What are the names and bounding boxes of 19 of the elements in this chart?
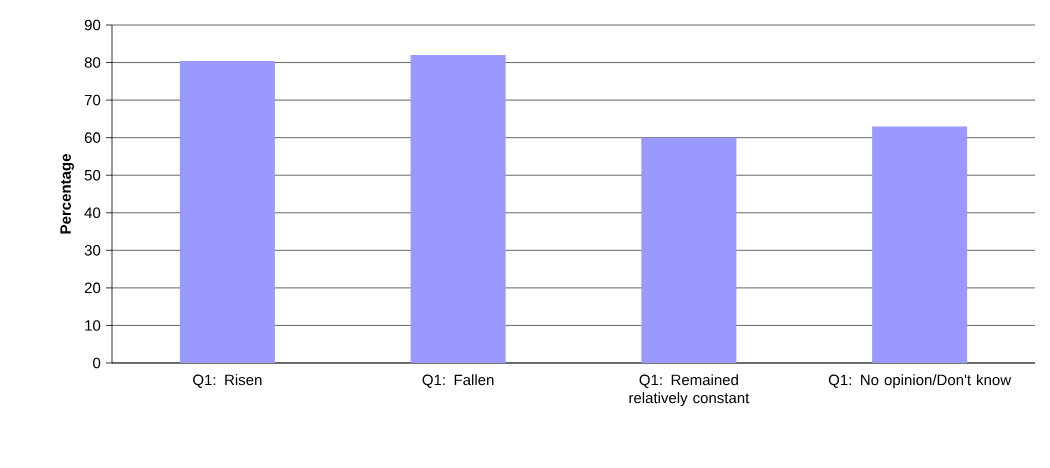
y-tick-label: 20 xyxy=(84,282,101,294)
bar xyxy=(179,61,275,363)
y-tick-label: 40 xyxy=(84,207,101,219)
y-axis-title: Percentage xyxy=(60,154,74,234)
y-tick-label: 90 xyxy=(84,19,101,31)
y-tick-label: 30 xyxy=(84,245,101,256)
x-tick-label: Q1: Fallen xyxy=(422,374,494,388)
x-tick-label: Q1: Risen xyxy=(193,374,262,388)
y-tick-label: 50 xyxy=(84,169,101,181)
y-tick-label: 70 xyxy=(84,94,101,106)
bar xyxy=(641,137,737,363)
bar xyxy=(872,126,968,363)
y-tick-label: 60 xyxy=(84,132,101,143)
y-tick-label: 0 xyxy=(93,357,101,369)
bar xyxy=(410,55,506,363)
x-tick-label: Q1: Remained relatively constant xyxy=(629,374,750,407)
y-tick-label: 80 xyxy=(84,57,101,68)
y-tick-label: 10 xyxy=(85,320,101,331)
x-tick-label: Q1: No opinion/Don't know xyxy=(828,374,1012,389)
